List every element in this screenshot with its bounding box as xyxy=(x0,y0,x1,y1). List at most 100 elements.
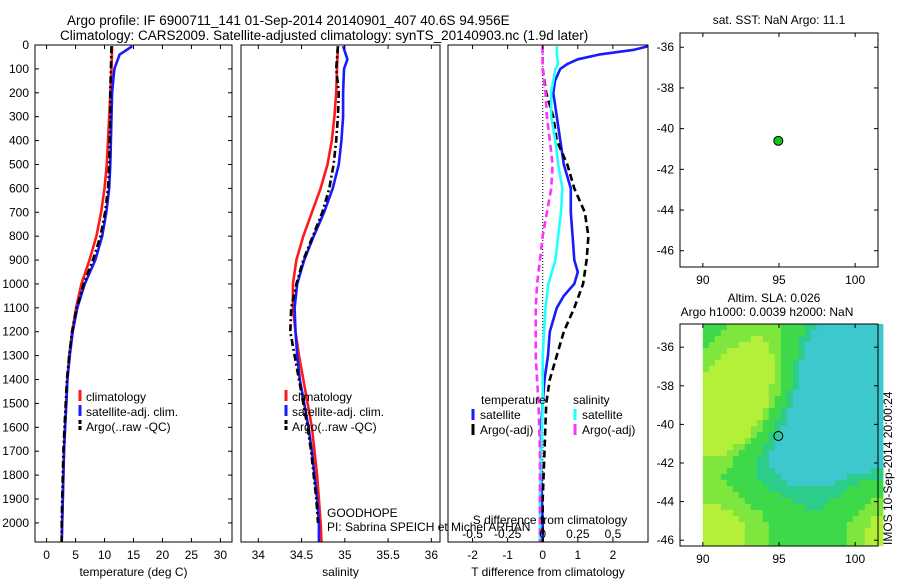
sla-field-cell xyxy=(744,492,752,499)
sla-field-cell xyxy=(708,360,716,367)
sla-field-cell xyxy=(846,510,854,517)
sla-field-cell xyxy=(810,480,818,487)
sla-field-cell xyxy=(846,444,854,451)
sla-field-cell xyxy=(816,438,824,445)
sla-field-cell xyxy=(756,498,764,505)
sla-field-cell xyxy=(846,468,854,475)
sla-field-cell xyxy=(858,378,866,385)
sla-field-cell xyxy=(768,486,776,493)
sla-field-cell xyxy=(786,456,794,463)
sla-field-cell xyxy=(822,528,830,535)
sla-field-cell xyxy=(744,534,752,541)
sla-field-cell xyxy=(774,372,782,379)
sla-field-cell xyxy=(864,468,872,475)
sla-field-cell xyxy=(750,366,758,373)
sla-field-cell xyxy=(720,528,728,535)
sla-field-cell xyxy=(840,516,848,523)
sla-field-cell xyxy=(720,432,728,439)
sla-field-cell xyxy=(810,348,818,355)
sla-field-cell xyxy=(714,390,722,397)
sla-field-cell xyxy=(852,378,860,385)
sla-field-cell xyxy=(780,414,788,421)
sla-field-cell xyxy=(798,408,806,415)
sla-field-cell xyxy=(756,408,764,415)
sla-field-cell xyxy=(738,486,746,493)
sla-field-cell xyxy=(804,432,812,439)
sla-field-cell xyxy=(702,492,710,499)
sla-field-cell xyxy=(798,342,806,349)
legend-label: climatology xyxy=(292,390,352,404)
sla-field-cell xyxy=(738,426,746,433)
y-tick-label: 400 xyxy=(9,134,29,148)
sla-field-cell xyxy=(726,438,734,445)
sla-field-cell xyxy=(780,408,788,415)
sla-field-cell xyxy=(702,468,710,475)
sla-field-cell xyxy=(756,510,764,517)
sla-field-cell xyxy=(852,366,860,373)
sla-field-cell xyxy=(756,486,764,493)
sla-field-cell xyxy=(834,414,842,421)
sla-field-cell xyxy=(774,348,782,355)
sla-field-cell xyxy=(780,504,788,511)
sla-field-cell xyxy=(714,366,722,373)
sla-field-cell xyxy=(708,504,716,511)
sla-field-cell xyxy=(852,504,860,511)
sla-field-cell xyxy=(816,522,824,529)
sla-field-cell xyxy=(702,522,710,529)
y-tick-label: -40 xyxy=(657,122,675,136)
sla-field-cell xyxy=(756,324,764,331)
sla-field-cell xyxy=(870,390,878,397)
sla-field-cell xyxy=(810,378,818,385)
sla-field-cell xyxy=(750,498,758,505)
sla-field-cell xyxy=(852,510,860,517)
sla-field-cell xyxy=(840,522,848,529)
sla-field-cell xyxy=(798,486,806,493)
sla-field-cell xyxy=(798,534,806,541)
sla-field-cell xyxy=(840,438,848,445)
sla-field-cell xyxy=(768,492,776,499)
sla-field-cell xyxy=(852,534,860,541)
sla-field-cell xyxy=(738,540,746,546)
sla-field-cell xyxy=(732,522,740,529)
sla-field-cell xyxy=(822,438,830,445)
sla-field-cell xyxy=(786,408,794,415)
sla-field-cell xyxy=(798,462,806,469)
sla-field-cell xyxy=(744,522,752,529)
top-x-tick-label: -0.25 xyxy=(494,527,522,541)
sla-field-cell xyxy=(762,390,770,397)
sla-field-cell xyxy=(732,516,740,523)
sla-field-cell xyxy=(750,492,758,499)
sla-field-cell xyxy=(768,474,776,481)
sla-field-cell xyxy=(768,456,776,463)
sla-field-cell xyxy=(810,468,818,475)
sla-field-cell xyxy=(876,420,884,427)
x-tick-label: 100 xyxy=(845,273,865,287)
sla-field-cell xyxy=(798,444,806,451)
sla-field-cell xyxy=(798,516,806,523)
sla-field-cell xyxy=(732,402,740,409)
sla-field-cell xyxy=(864,402,872,409)
sla-field-cell xyxy=(708,456,716,463)
y-tick-label: -42 xyxy=(657,162,675,176)
sla-field-cell xyxy=(834,402,842,409)
sla-field-cell xyxy=(810,414,818,421)
sla-field-cell xyxy=(762,324,770,331)
sla-field-cell xyxy=(846,504,854,511)
sla-field-cell xyxy=(798,540,806,546)
sla-field-cell xyxy=(738,474,746,481)
sla-field-cell xyxy=(798,492,806,499)
series-line-temperature-argo-adj- xyxy=(541,46,590,542)
sla-field-cell xyxy=(828,366,836,373)
sla-field-cell xyxy=(702,402,710,409)
y-tick-label: 1600 xyxy=(2,420,29,434)
sla-field-cell xyxy=(870,414,878,421)
sla-field-cell xyxy=(744,366,752,373)
sla-field-cell xyxy=(744,444,752,451)
sla-field-cell xyxy=(816,366,824,373)
sla-field-cell xyxy=(780,438,788,445)
sla-field-cell xyxy=(876,486,884,493)
sla-field-cell xyxy=(780,534,788,541)
sla-field-cell xyxy=(858,480,866,487)
sla-field-cell xyxy=(852,450,860,457)
sla-field-cell xyxy=(840,414,848,421)
